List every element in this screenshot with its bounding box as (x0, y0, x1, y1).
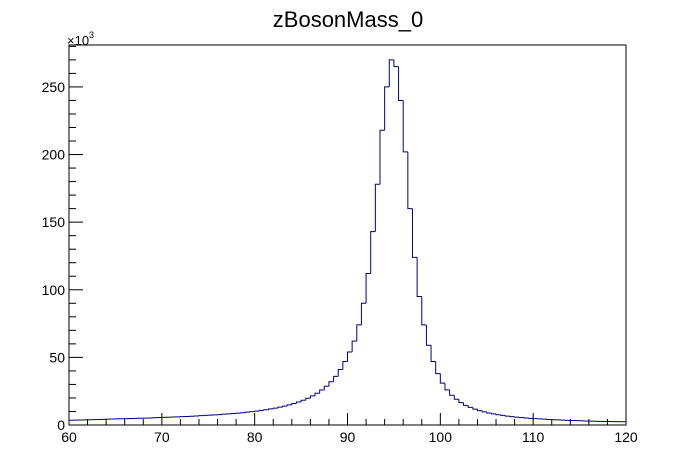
histogram-bin (430, 345, 436, 362)
y-tick-label: 100 (42, 282, 66, 298)
histogram-bin (514, 416, 520, 418)
histogram-bin (458, 399, 464, 404)
histogram-bin (393, 59, 399, 68)
histogram-bin (476, 409, 483, 412)
histogram-bin (472, 407, 478, 410)
histogram-bin (300, 399, 306, 403)
histogram-series (68, 59, 626, 425)
histogram-bin (356, 324, 362, 342)
histogram-bin (421, 296, 427, 326)
histogram-bin (286, 404, 292, 407)
histogram-bin (467, 405, 473, 408)
histogram-bin (425, 324, 432, 346)
histogram-bin (282, 405, 288, 408)
histogram-bin (411, 208, 418, 258)
histogram-bin (272, 407, 278, 409)
histogram-bin (495, 413, 501, 416)
histogram-bin (435, 361, 441, 375)
histogram-bin (504, 415, 510, 417)
histogram-bin (249, 411, 255, 413)
x-tick-label: 110 (522, 429, 545, 445)
y-multiplier-label: ×10 (67, 33, 89, 48)
histogram-bin (481, 410, 487, 413)
histogram-bin (305, 397, 311, 401)
histogram-bin (379, 129, 385, 185)
histogram-bin (263, 409, 269, 411)
y-axis: 0 50 100 150 200 250 (42, 45, 83, 433)
histogram-bin (365, 273, 371, 304)
x-tick-label: 60 (61, 429, 77, 445)
histogram-bin (277, 406, 283, 409)
histogram-bin (509, 416, 515, 418)
x-tick-label: 100 (429, 429, 453, 445)
histogram-bin (342, 360, 348, 370)
histogram-bin (68, 419, 74, 425)
histogram-bin (407, 151, 413, 210)
histogram-bin (388, 59, 394, 87)
histogram-bin (295, 401, 302, 404)
x-tick-label: 70 (154, 429, 170, 445)
x-tick-label: 80 (247, 429, 263, 445)
histogram-bin (351, 340, 357, 352)
x-tick-label: 120 (614, 429, 638, 445)
histogram-bin (439, 373, 445, 384)
histogram-bin (463, 402, 469, 406)
histogram-bin (374, 183, 380, 232)
y-tick-label: 250 (42, 79, 66, 95)
histogram-bin (268, 408, 274, 410)
histogram-bin (347, 351, 353, 362)
histogram-bin (291, 402, 297, 405)
histogram-bin (254, 410, 260, 412)
histogram-bin (314, 392, 320, 396)
histogram-bin (453, 395, 459, 400)
histogram-bin (244, 411, 251, 413)
y-tick-label: 200 (42, 147, 66, 163)
y-multiplier-exponent: 3 (89, 30, 94, 40)
histogram-bin (444, 383, 450, 391)
histogram-bin (258, 409, 264, 412)
histogram-bin (398, 66, 404, 101)
histogram-bin (490, 412, 497, 415)
histogram-bin (319, 389, 325, 394)
x-tick-label: 90 (340, 429, 356, 445)
y-tick-label: 150 (42, 214, 66, 230)
chart-title: zBosonMass_0 (273, 7, 423, 32)
histogram-bin (384, 86, 390, 131)
y-tick-label: 0 (57, 417, 65, 433)
histogram-bin (402, 100, 408, 153)
x-axis: 60 70 80 90 100 110 120 (61, 413, 638, 445)
histogram-bin (328, 381, 334, 387)
histogram-bin (360, 302, 367, 325)
histogram-bin (449, 389, 455, 396)
y-axis-multiplier: ×10 3 (67, 30, 94, 48)
histogram-bin (323, 385, 329, 390)
histogram-bin (486, 411, 492, 414)
histogram-bin (333, 375, 339, 382)
histogram-bin (337, 369, 343, 377)
histogram-bin (500, 414, 506, 416)
plot-frame (68, 44, 627, 426)
histogram-bin (309, 395, 316, 399)
histogram-bin (370, 231, 376, 274)
y-tick-label: 50 (49, 349, 65, 365)
histogram-bin (416, 257, 422, 298)
